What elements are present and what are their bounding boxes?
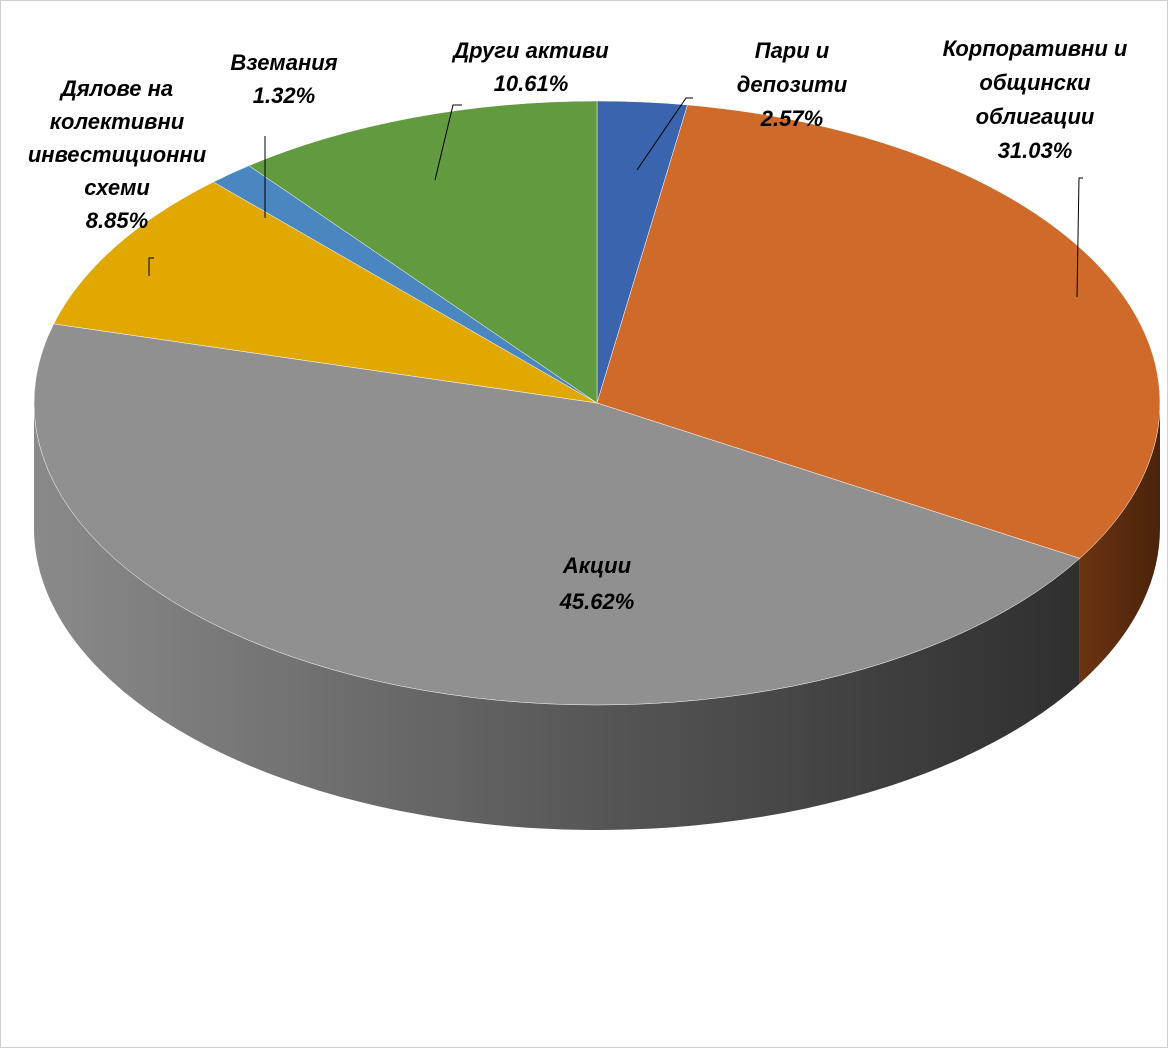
slice-label-3: Дялове на колективни инвестиционни схеми 8.8… [28, 76, 207, 233]
pie-slice-2 [33, 323, 1081, 706]
slice-label-2: Акции 45.62% [559, 553, 635, 614]
slice-label-5: Други активи 10.61% [451, 38, 609, 96]
leader-line-3 [148, 257, 154, 276]
pie-slice-1 [596, 104, 1161, 559]
slice-side-2 [34, 403, 1080, 830]
slice-side-1 [1079, 403, 1160, 684]
leader-line-5 [434, 104, 462, 181]
slice-label-0: Пари и депозити 2.57% [737, 38, 848, 131]
leader-line-1 [1076, 177, 1083, 298]
slice-label-4: Вземания 1.32% [230, 50, 337, 108]
leader-line-0 [636, 97, 693, 171]
pie-slice-3 [53, 181, 598, 404]
pie-slice-5 [248, 100, 598, 404]
slice-label-1: Корпоративни и общински облигации 31.03% [943, 36, 1128, 163]
